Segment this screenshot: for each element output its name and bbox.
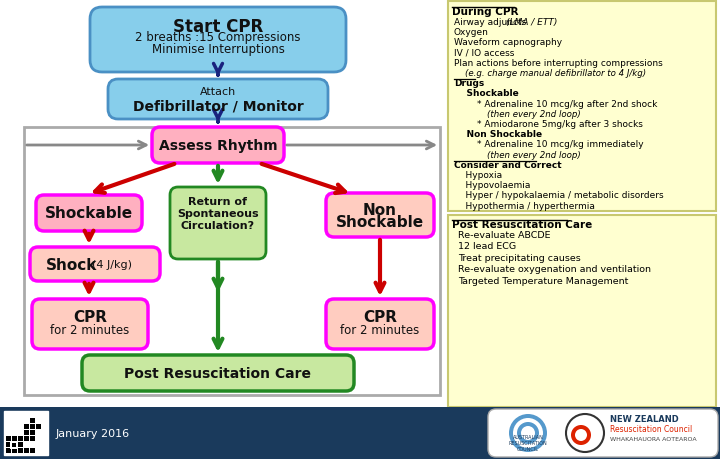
Bar	[18, 442, 23, 447]
Bar	[30, 418, 35, 423]
Circle shape	[575, 429, 587, 441]
Text: Post Resuscitation Care: Post Resuscitation Care	[125, 366, 312, 380]
Text: Circulation?: Circulation?	[181, 220, 255, 230]
Text: Spontaneous: Spontaneous	[177, 208, 258, 218]
Text: Airway adjuncts: Airway adjuncts	[454, 18, 529, 27]
Circle shape	[509, 414, 547, 452]
FancyBboxPatch shape	[90, 8, 346, 73]
Text: Assess Rhythm: Assess Rhythm	[158, 139, 277, 153]
Text: Hyper / hypokalaemia / metabolic disorders: Hyper / hypokalaemia / metabolic disorde…	[454, 191, 664, 200]
Text: Shockable: Shockable	[45, 206, 133, 221]
FancyBboxPatch shape	[170, 188, 266, 259]
Text: Resuscitation Council: Resuscitation Council	[610, 425, 692, 434]
FancyBboxPatch shape	[448, 2, 716, 212]
Text: IV / IO access: IV / IO access	[454, 49, 514, 57]
Text: Re-evaluate oxygenation and ventilation: Re-evaluate oxygenation and ventilation	[458, 265, 651, 274]
Text: Re-evaluate ABCDE: Re-evaluate ABCDE	[458, 230, 551, 240]
Bar	[18, 436, 23, 441]
Circle shape	[521, 426, 535, 440]
Text: Hypovolaemia: Hypovolaemia	[454, 181, 531, 190]
Bar	[6, 436, 11, 441]
Circle shape	[517, 422, 539, 444]
Text: AUSTRALIAN
RESUSCITATION
COUNCIL: AUSTRALIAN RESUSCITATION COUNCIL	[508, 435, 547, 451]
Text: Hypoxia: Hypoxia	[454, 171, 502, 179]
Text: Oxygen: Oxygen	[454, 28, 489, 37]
Bar	[12, 436, 17, 441]
FancyBboxPatch shape	[32, 299, 148, 349]
Bar	[24, 424, 29, 429]
Text: * Adrenaline 10 mcg/kg immediately: * Adrenaline 10 mcg/kg immediately	[454, 140, 644, 149]
Text: (4 J/kg): (4 J/kg)	[92, 259, 132, 269]
Text: (e.g. charge manual defibrillator to 4 J/kg): (e.g. charge manual defibrillator to 4 J…	[454, 69, 646, 78]
Text: (then every 2nd loop): (then every 2nd loop)	[454, 110, 581, 118]
Bar	[36, 424, 41, 429]
Text: During CPR: During CPR	[452, 7, 518, 17]
Bar	[30, 436, 35, 441]
Text: (then every 2nd loop): (then every 2nd loop)	[454, 150, 581, 159]
Text: * Adrenaline 10 mcg/kg after 2nd shock: * Adrenaline 10 mcg/kg after 2nd shock	[454, 100, 657, 108]
Text: for 2 minutes: for 2 minutes	[341, 323, 420, 336]
FancyBboxPatch shape	[152, 128, 284, 164]
Text: Drugs: Drugs	[454, 79, 485, 88]
Bar	[24, 436, 29, 441]
Text: Shockable: Shockable	[454, 89, 518, 98]
Text: 2 breaths :15 Compressions: 2 breaths :15 Compressions	[135, 31, 301, 44]
FancyBboxPatch shape	[326, 194, 434, 237]
Bar	[30, 448, 35, 453]
Text: CPR: CPR	[73, 309, 107, 325]
Bar	[30, 448, 35, 453]
FancyBboxPatch shape	[82, 355, 354, 391]
Circle shape	[571, 425, 591, 445]
Text: CPR: CPR	[363, 309, 397, 325]
Bar	[30, 430, 35, 435]
Bar	[30, 424, 35, 429]
Text: Defibrillator / Monitor: Defibrillator / Monitor	[132, 99, 303, 113]
Bar	[6, 448, 11, 453]
Text: Start CPR: Start CPR	[173, 18, 263, 36]
Circle shape	[513, 418, 543, 448]
Text: Shockable: Shockable	[336, 214, 424, 230]
Bar	[6, 442, 11, 447]
Bar	[24, 448, 29, 453]
Text: (LMA / ETT): (LMA / ETT)	[506, 18, 557, 27]
Text: Post Resuscitation Care: Post Resuscitation Care	[452, 219, 593, 230]
FancyBboxPatch shape	[448, 216, 716, 407]
Text: Shock: Shock	[46, 257, 98, 272]
Bar	[4, 411, 48, 455]
Text: Attach: Attach	[200, 87, 236, 97]
Text: Non Shockable: Non Shockable	[454, 130, 542, 139]
Text: NEW ZEALAND: NEW ZEALAND	[610, 414, 679, 424]
Text: Consider and Correct: Consider and Correct	[454, 161, 562, 169]
FancyBboxPatch shape	[326, 299, 434, 349]
Text: Waveform capnography: Waveform capnography	[454, 38, 562, 47]
Bar	[12, 443, 16, 447]
Text: Hypothermia / hyperthermia: Hypothermia / hyperthermia	[454, 201, 595, 210]
Bar	[18, 448, 23, 453]
FancyBboxPatch shape	[108, 80, 328, 120]
Bar	[0, 407, 720, 459]
Text: Treat precipitating causes: Treat precipitating causes	[458, 253, 581, 263]
FancyBboxPatch shape	[488, 409, 718, 457]
Bar	[24, 430, 29, 435]
Text: January 2016: January 2016	[56, 428, 130, 438]
Bar	[12, 448, 17, 453]
Bar	[10, 441, 18, 449]
FancyBboxPatch shape	[30, 247, 160, 281]
FancyBboxPatch shape	[36, 196, 142, 231]
Text: WHAKAHAUORA AOTEAROA: WHAKAHAUORA AOTEAROA	[610, 437, 697, 442]
Text: Minimise Interruptions: Minimise Interruptions	[152, 43, 284, 56]
Text: * Amiodarone 5mg/kg after 3 shocks: * Amiodarone 5mg/kg after 3 shocks	[454, 120, 643, 129]
Text: Non: Non	[363, 202, 397, 218]
Text: Targeted Temperature Management: Targeted Temperature Management	[458, 276, 629, 285]
Text: for 2 minutes: for 2 minutes	[50, 323, 130, 336]
Text: Plan actions before interrupting compressions: Plan actions before interrupting compres…	[454, 59, 662, 67]
Text: Return of: Return of	[189, 196, 248, 207]
Text: 12 lead ECG: 12 lead ECG	[458, 242, 516, 251]
